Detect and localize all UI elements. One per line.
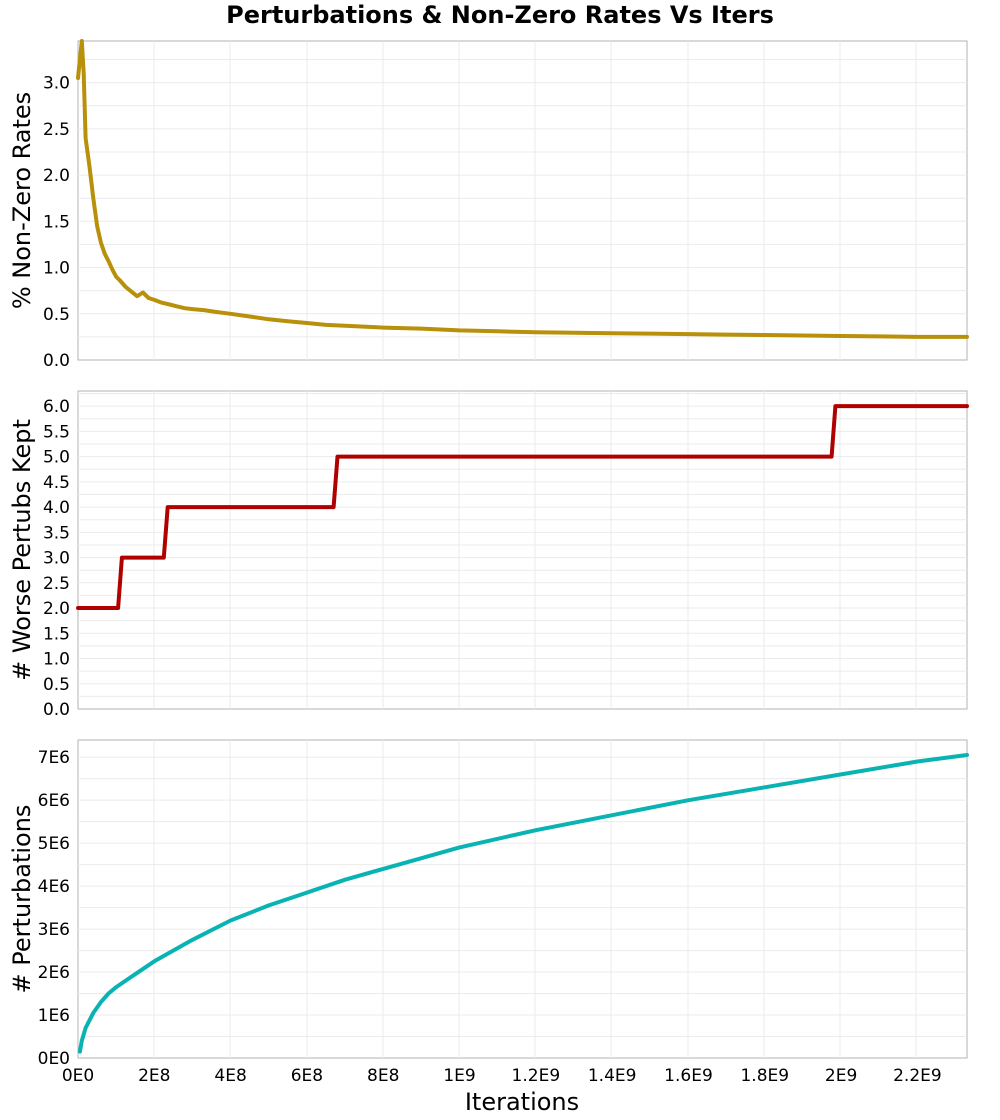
y-tick-label: 0.5: [43, 305, 70, 325]
series-line-2: [76, 404, 969, 610]
y-tick-label: 3E6: [38, 920, 70, 940]
x-tick-label: 6E8: [291, 1066, 323, 1086]
chart-title: Perturbations & Non-Zero Rates Vs Iters: [226, 1, 774, 29]
y-axis-label: # Worse Pertubs Kept: [8, 419, 36, 681]
panel-3: 0E0 1E6 2E6 3E6 4E6 5E6 6E6 7E6 # Perturbations 0…: [8, 739, 969, 1086]
y-tick-label: 0E0: [38, 1049, 70, 1069]
x-tick-label: 1E9: [443, 1066, 475, 1086]
x-tick-label: 2E8: [138, 1066, 170, 1086]
y-tick-label: 3.0: [43, 549, 70, 569]
y-tick-label: 7E6: [38, 748, 70, 768]
y-tick-label: 2E6: [38, 963, 70, 983]
x-tick-label: 1.2E9: [512, 1066, 561, 1086]
y-tick-label: 0.5: [43, 675, 70, 695]
y-tick-label: 1.0: [43, 650, 70, 670]
x-tick-label: 1.6E9: [664, 1066, 713, 1086]
y-tick-label: 4.5: [43, 473, 70, 493]
series-line-1: [76, 39, 969, 339]
x-tick-label: 0E0: [62, 1066, 94, 1086]
y-axis-label: # Perturbations: [8, 805, 36, 994]
y-tick-label: 2.5: [43, 574, 70, 594]
y-tick-label: 3.0: [43, 74, 70, 94]
y-tick-label: 4E6: [38, 877, 70, 897]
y-tick-label: 0.0: [43, 351, 70, 371]
y-tick-label: 6E6: [38, 791, 70, 811]
y-tick-label: 2.0: [43, 166, 70, 186]
y-tick-label: 1E6: [38, 1006, 70, 1026]
y-tick-label: 6.0: [43, 397, 70, 417]
y-axis-label: % Non-Zero Rates: [8, 92, 36, 309]
x-tick-label: 8E8: [367, 1066, 399, 1086]
y-tick-label: 0.0: [43, 700, 70, 720]
y-tick-label: 2.0: [43, 599, 70, 619]
y-tick-label: 3.5: [43, 523, 70, 543]
plot-area: [77, 40, 968, 361]
panel-2: 0.0 0.5 1.0 1.5 2.0 2.5 3.0 3.5 4.0 4.5 5.0 5.5 6.0 #…: [8, 390, 969, 720]
x-tick-label: 4E8: [214, 1066, 246, 1086]
x-tick-label: 2E9: [825, 1066, 857, 1086]
plot-area: [77, 739, 968, 1059]
y-tick-label: 5E6: [38, 834, 70, 854]
x-tick-label: 1.4E9: [588, 1066, 637, 1086]
series-line-3: [77, 753, 969, 1054]
y-tick-label: 1.5: [43, 212, 70, 232]
y-tick-label: 1.0: [43, 259, 70, 279]
y-tick-label: 2.5: [43, 120, 70, 140]
y-tick-label: 1.5: [43, 624, 70, 644]
chart-panels: 0.00.51.01.52.02.53.0% Non-Zero Rates0.0…: [8, 39, 969, 1086]
panel-1: 0.0 0.5 1.0 1.5 2.0 2.5 3.0 % Non-Zero Rates: [8, 39, 969, 371]
y-tick-label: 5.0: [43, 448, 70, 468]
x-tick-label: 1.8E9: [740, 1066, 789, 1086]
x-axis-label: Iterations: [465, 1088, 579, 1116]
y-tick-label: 4.0: [43, 498, 70, 518]
x-tick-label: 2.2E9: [893, 1066, 942, 1086]
y-tick-label: 5.5: [43, 422, 70, 442]
